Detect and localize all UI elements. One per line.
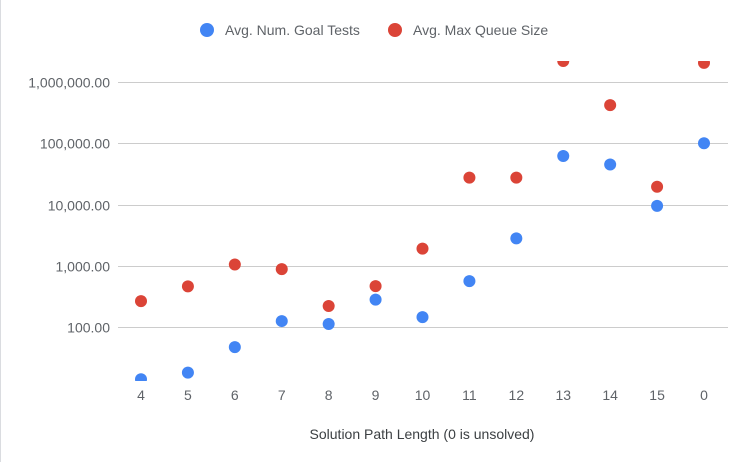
data-point[interactable] xyxy=(369,280,382,293)
series-1 xyxy=(135,137,710,385)
x-tick-label: 13 xyxy=(555,387,571,403)
x-tick-label: 0 xyxy=(700,387,708,403)
x-tick-label: 6 xyxy=(231,387,239,403)
data-point[interactable] xyxy=(557,149,570,162)
x-tick-label: 10 xyxy=(415,387,431,403)
data-point[interactable] xyxy=(698,137,710,150)
y-tick-label: 1,000,000.00 xyxy=(28,75,110,91)
data-point[interactable] xyxy=(322,317,335,330)
legend-marker xyxy=(200,23,214,37)
x-tick-label: 5 xyxy=(184,387,192,403)
legend-item[interactable]: Avg. Num. Goal Tests xyxy=(200,22,360,38)
data-point[interactable] xyxy=(228,341,241,354)
legend-label: Avg. Num. Goal Tests xyxy=(225,22,360,38)
data-point[interactable] xyxy=(275,263,288,276)
data-point[interactable] xyxy=(228,258,241,271)
data-point[interactable] xyxy=(275,315,288,328)
x-tick-label: 15 xyxy=(649,387,665,403)
data-point[interactable] xyxy=(135,295,147,308)
data-point[interactable] xyxy=(181,366,194,379)
y-tick-label: 1,000.00 xyxy=(56,259,111,275)
x-axis-title: Solution Path Length (0 is unsolved) xyxy=(310,426,535,442)
data-point[interactable] xyxy=(604,99,617,112)
data-point[interactable] xyxy=(369,293,382,306)
data-points xyxy=(135,55,710,385)
data-point[interactable] xyxy=(698,57,710,69)
data-point[interactable] xyxy=(651,180,664,193)
data-point[interactable] xyxy=(135,373,147,385)
data-point[interactable] xyxy=(510,232,523,245)
x-tick-label: 7 xyxy=(278,387,286,403)
x-tick-label: 8 xyxy=(325,387,333,403)
left-border xyxy=(0,0,1,462)
legend-label: Avg. Max Queue Size xyxy=(413,22,548,38)
data-point[interactable] xyxy=(463,275,476,288)
data-point[interactable] xyxy=(416,242,429,255)
series-2 xyxy=(135,55,710,313)
legend-marker xyxy=(388,23,402,37)
gridlines xyxy=(118,82,728,328)
legend[interactable]: Avg. Num. Goal Tests Avg. Max Queue Size xyxy=(200,22,548,38)
data-point[interactable] xyxy=(604,158,617,171)
data-point[interactable] xyxy=(651,199,664,212)
data-point[interactable] xyxy=(463,171,476,184)
y-tick-label: 10,000.00 xyxy=(48,198,110,214)
data-point[interactable] xyxy=(416,311,429,324)
x-tick-label: 4 xyxy=(137,387,145,403)
y-tick-label: 100,000.00 xyxy=(40,136,110,152)
data-point[interactable] xyxy=(181,280,194,293)
x-tick-label: 11 xyxy=(462,387,477,403)
x-tick-label: 14 xyxy=(602,387,618,403)
y-tick-label: 100.00 xyxy=(67,320,110,336)
y-tick-labels: 100.00 1,000.00 10,000.00 100,000.00 1,000,0… xyxy=(28,75,110,336)
data-point[interactable] xyxy=(322,300,335,313)
data-point[interactable] xyxy=(557,55,570,68)
data-point[interactable] xyxy=(510,171,523,184)
x-tick-labels: 4 5 6 7 8 9 10 11 12 13 14 15 0 xyxy=(137,387,708,403)
x-tick-label: 9 xyxy=(372,387,380,403)
x-tick-label: 12 xyxy=(509,387,525,403)
legend-item[interactable]: Avg. Max Queue Size xyxy=(388,22,548,38)
